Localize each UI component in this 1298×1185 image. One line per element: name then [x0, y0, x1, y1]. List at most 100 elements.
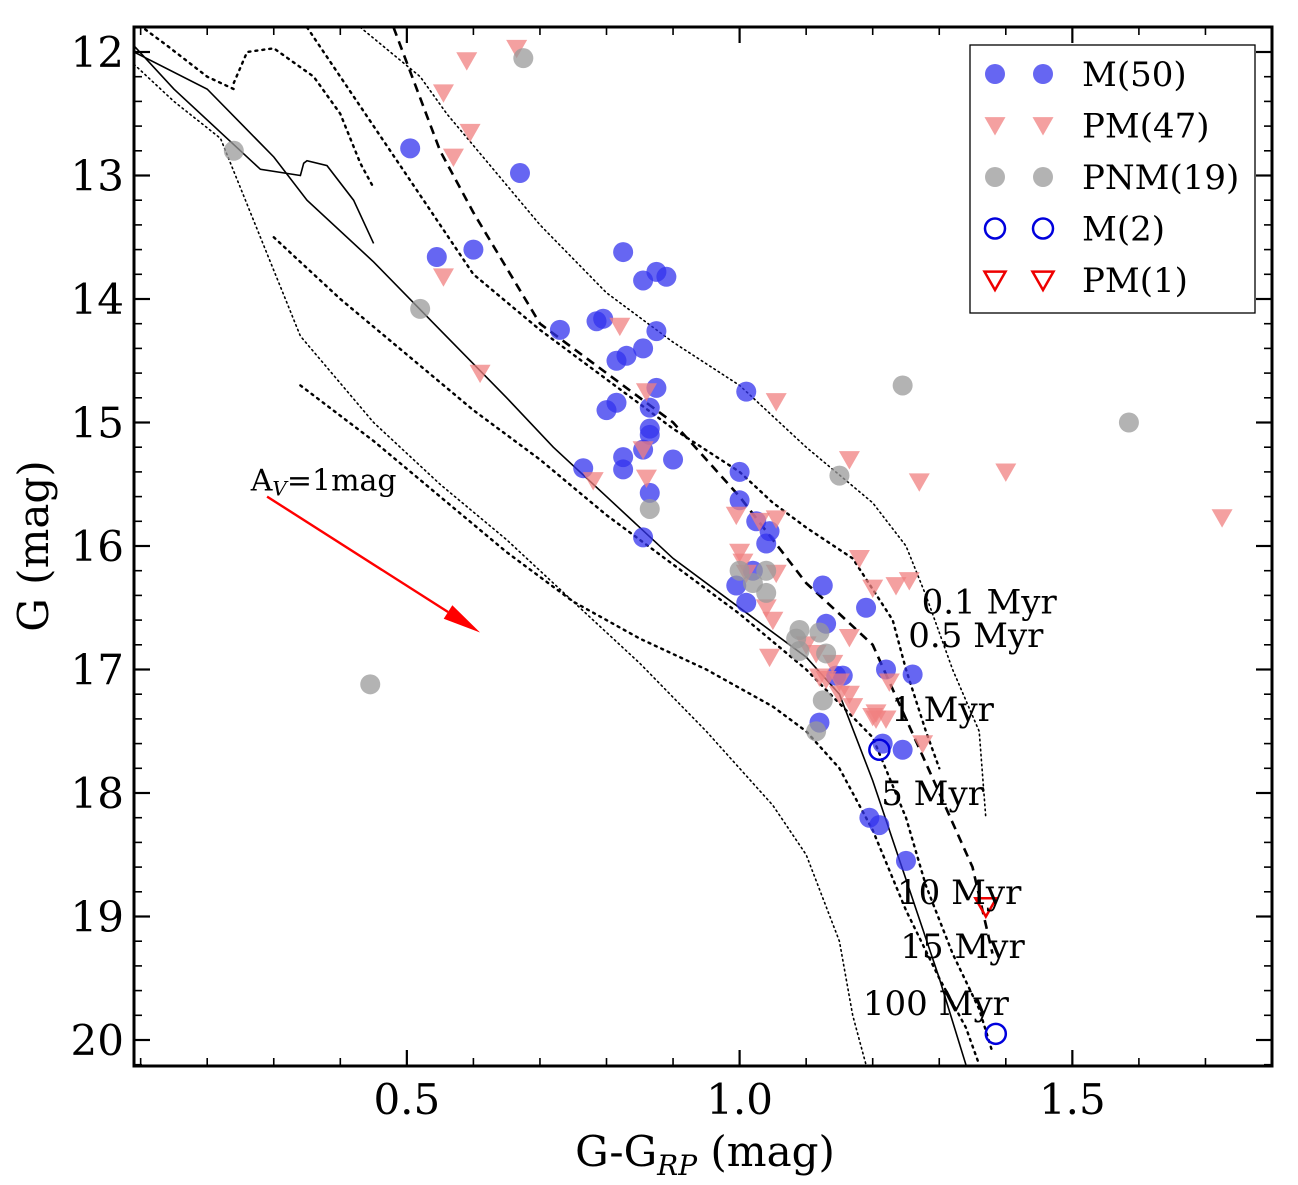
- legend-marker-pm47: [1032, 117, 1054, 136]
- isochrone-100-myr: [134, 63, 867, 1066]
- point-m50: [509, 163, 530, 184]
- point-pm47: [635, 469, 657, 489]
- point-m50: [756, 533, 777, 554]
- point-pm47: [828, 673, 850, 692]
- point-pm47: [632, 441, 654, 460]
- y-axis-label: G (mag): [9, 460, 58, 631]
- x-tick-label: 1.0: [706, 1075, 773, 1124]
- point-pnm19: [639, 498, 660, 519]
- legend-label-m50: M(50): [1082, 55, 1187, 95]
- legend-marker-pm47: [984, 117, 1006, 136]
- point-pm1: [973, 896, 999, 920]
- point-m50: [646, 321, 667, 342]
- legend-marker-m2: [1031, 217, 1055, 240]
- point-pnm19: [812, 690, 833, 711]
- point-pm47: [506, 39, 528, 59]
- point-pm47: [442, 148, 464, 167]
- y-tick-label: 12: [71, 28, 124, 77]
- point-m50: [606, 350, 627, 371]
- point-m50: [400, 138, 421, 159]
- point-m50: [633, 338, 654, 359]
- point-pm47: [912, 735, 934, 754]
- label-5-myr: 5 Myr: [881, 774, 984, 814]
- point-pnm19: [360, 674, 381, 695]
- legend-label-pm1: PM(1): [1082, 261, 1188, 301]
- point-pm47: [749, 512, 771, 532]
- y-tick-label: 17: [71, 646, 124, 695]
- point-m50: [593, 308, 614, 329]
- point-pnm19: [816, 643, 837, 664]
- legend-marker-m50: [1033, 64, 1053, 84]
- point-pm47: [838, 451, 860, 470]
- x-axis-label: G-GRP (mag): [575, 1127, 835, 1182]
- point-m50: [639, 397, 660, 418]
- point-pm47: [878, 673, 900, 692]
- point-m50: [613, 459, 634, 480]
- track-segment-0: [139, 27, 235, 91]
- label-10-myr: 10 Myr: [897, 873, 1022, 913]
- isochrone-0p1-myr: [359, 27, 987, 819]
- x-tick-label: 0.5: [373, 1075, 440, 1124]
- point-pnm19: [742, 573, 763, 594]
- point-m50: [633, 527, 654, 548]
- isochrone-5-myr: [272, 236, 994, 1054]
- point-pm47: [765, 393, 787, 412]
- point-pm47: [582, 472, 604, 491]
- point-pnm19: [892, 375, 913, 396]
- point-pm47: [609, 317, 631, 337]
- y-tick-label: 14: [71, 275, 124, 324]
- point-pm47: [432, 84, 454, 103]
- point-pm47: [885, 577, 907, 596]
- point-m50: [646, 377, 667, 398]
- label-1-myr: 1 Myr: [891, 690, 994, 730]
- legend-label-m2: M(2): [1082, 210, 1165, 250]
- reddening-arrow-head: [443, 605, 481, 633]
- point-m50: [892, 739, 913, 760]
- legend-box: [969, 44, 1256, 314]
- point-m2: [868, 738, 891, 762]
- track-segment-1: [232, 47, 375, 189]
- point-m50: [639, 482, 660, 503]
- point-m50: [736, 381, 757, 402]
- point-pm47: [865, 704, 887, 723]
- point-m50: [606, 392, 627, 413]
- reddening-vector: AV=1mag: [250, 463, 481, 633]
- point-pm47: [469, 364, 491, 384]
- label-100-myr: 100 Myr: [863, 984, 1010, 1024]
- point-pm47: [995, 463, 1017, 482]
- legend-marker-pm1: [1030, 270, 1056, 293]
- point-pm47: [459, 123, 481, 143]
- point-m50: [856, 597, 877, 618]
- legend-label-pnm19: PNM(19): [1082, 158, 1239, 198]
- isochrone-10-myr: [299, 384, 981, 1066]
- label-15-myr: 15 Myr: [900, 927, 1025, 967]
- data-points: [223, 39, 1233, 1046]
- point-pnm19: [809, 622, 830, 643]
- point-pnm19: [789, 640, 810, 661]
- point-pm47: [815, 670, 837, 690]
- isochrone-15-myr: [134, 51, 967, 1065]
- point-pnm19: [729, 560, 750, 581]
- point-m50: [613, 242, 634, 263]
- point-pm47: [898, 572, 920, 591]
- point-m50: [729, 490, 750, 511]
- point-pm47: [908, 473, 930, 492]
- point-pm47: [635, 383, 657, 402]
- point-pm47: [759, 648, 781, 668]
- y-tick-label: 19: [71, 893, 124, 942]
- point-pnm19: [829, 465, 850, 486]
- point-m50: [463, 239, 484, 260]
- point-m50: [812, 575, 833, 596]
- legend-marker-m50: [985, 64, 1005, 84]
- point-pm47: [842, 698, 864, 717]
- point-m50: [895, 850, 916, 871]
- point-pm47: [729, 543, 751, 563]
- point-pm47: [432, 268, 454, 287]
- point-pnm19: [410, 298, 431, 319]
- point-pm47: [1211, 509, 1233, 528]
- point-m50: [736, 592, 757, 613]
- y-tick-label: 20: [71, 1016, 124, 1065]
- point-pm47: [456, 52, 478, 71]
- isochrone-curves: [134, 27, 994, 1066]
